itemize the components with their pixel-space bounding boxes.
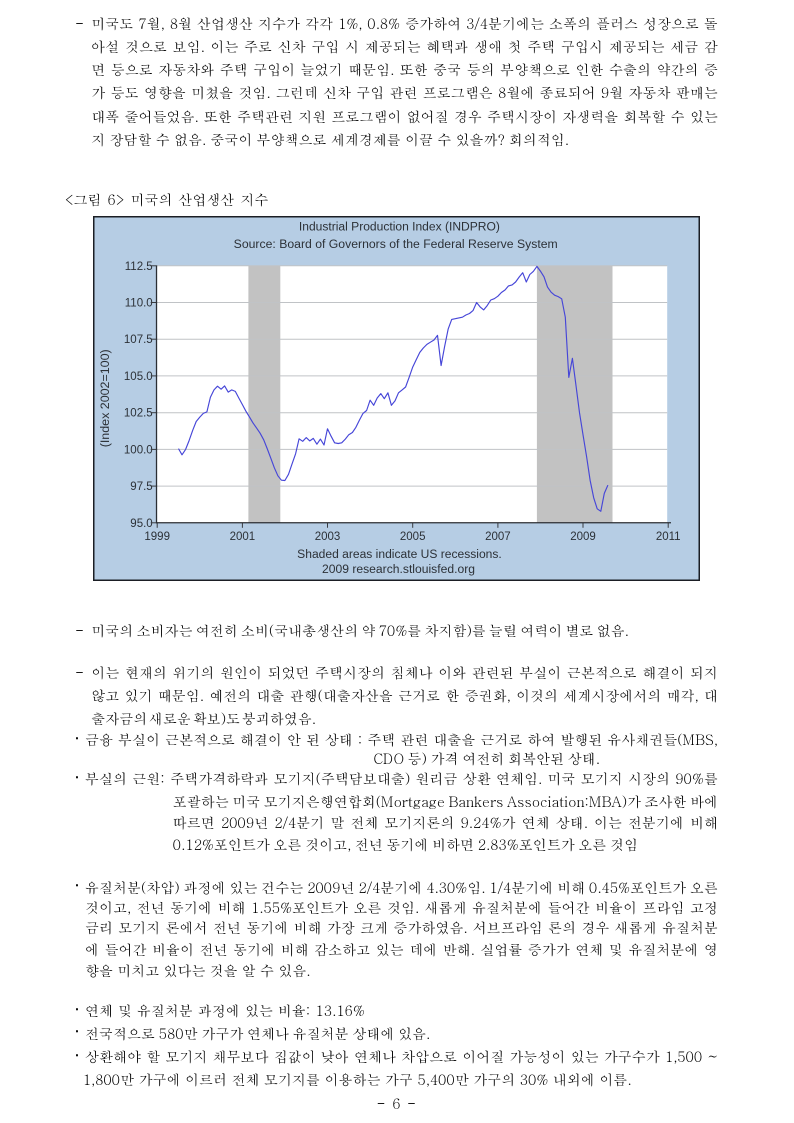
svg-text:107.5: 107.5 (124, 334, 153, 346)
svg-text:2003: 2003 (315, 531, 341, 543)
svg-text:2005: 2005 (400, 531, 426, 543)
svg-text:Shaded areas indicate US reces: Shaded areas indicate US recessions. (297, 549, 502, 561)
svg-text:97.5: 97.5 (130, 481, 152, 493)
svg-text:2007: 2007 (485, 531, 511, 543)
svg-text:(Index 2002=100): (Index 2002=100) (100, 349, 112, 447)
svg-text:2009: 2009 (570, 531, 596, 543)
svg-text:102.5: 102.5 (124, 407, 153, 419)
svg-text:100.0: 100.0 (124, 444, 153, 456)
svg-text:2011: 2011 (656, 531, 681, 543)
svg-text:105.0: 105.0 (124, 371, 153, 383)
svg-text:110.0: 110.0 (125, 297, 153, 309)
svg-text:112.5: 112.5 (125, 260, 153, 272)
svg-text:2001: 2001 (229, 531, 255, 543)
svg-text:Source: Board of Governors of: Source: Board of Governors of the Federa… (233, 238, 557, 250)
svg-text:1999: 1999 (144, 531, 170, 543)
svg-text:Industrial Production Index (I: Industrial Production Index (INDPRO) (299, 221, 500, 233)
svg-text:95.0: 95.0 (130, 517, 152, 529)
svg-text:2009 research.stlouisfed.org: 2009 research.stlouisfed.org (322, 564, 475, 576)
